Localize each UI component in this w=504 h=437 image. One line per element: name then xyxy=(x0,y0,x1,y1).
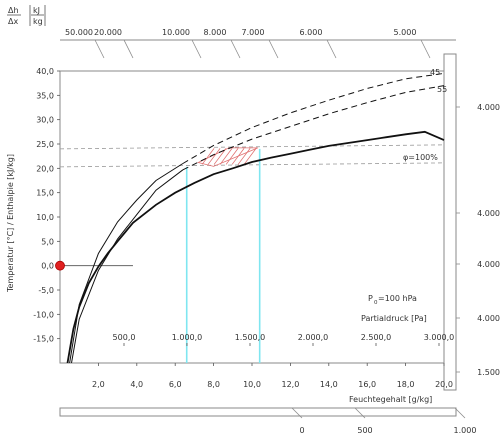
top-tick xyxy=(230,39,241,59)
phi-label: φ=100% xyxy=(403,153,438,162)
top-tick xyxy=(326,39,337,59)
y-tick-label: 25,0 xyxy=(36,140,54,149)
bottom-frame xyxy=(59,407,457,417)
y-tick-label: -15,0 xyxy=(33,335,54,344)
top-tick-label: 6.000 xyxy=(300,28,323,37)
top-axis-numerator: Δh xyxy=(8,6,19,15)
bottom-tick-label: 0 xyxy=(299,426,304,435)
x-tick-label: 16,0 xyxy=(358,380,376,389)
state-point-marker xyxy=(55,260,65,271)
top-tick xyxy=(191,39,202,59)
x-tick-label: 8,0 xyxy=(207,380,220,389)
top-axis-ticks: 50.000 20.000 10.000 8.000 7.000 6.000 5.000 xyxy=(65,28,431,59)
curve-lower xyxy=(69,163,184,364)
top-tick-label: 10.000 xyxy=(162,28,190,37)
curve-label-45: 45 xyxy=(430,68,440,77)
bottom-tick xyxy=(454,407,466,419)
right-frame xyxy=(443,53,457,391)
y-tick-label: -10,0 xyxy=(33,310,54,319)
y-tick-label: 40,0 xyxy=(36,67,54,76)
hatch-stroke xyxy=(237,148,251,165)
bottom-tick-label: 1.000 xyxy=(454,426,477,435)
pp-tick-label: 1.000,0 xyxy=(172,333,203,342)
y-tick-label: 5,0 xyxy=(41,237,54,246)
top-axis-unit-bottom: kg xyxy=(33,17,43,26)
x-axis-ticks: 2,0 4,0 6,0 8,0 10,0 12,0 14,0 16,0 18,0 20,0 xyxy=(92,363,453,389)
bottom-axis-ticks: 0 500 1.000 xyxy=(291,407,477,435)
hatch-stroke xyxy=(225,148,239,165)
y-tick-label: -5,0 xyxy=(38,286,54,295)
top-tick-label: 20.000 xyxy=(94,28,122,37)
partial-pressure-label: Partialdruck [Pa] xyxy=(361,314,427,323)
top-tick xyxy=(123,39,134,59)
pressure-subscript: 0 xyxy=(374,300,378,306)
pp-tick-label: 1.500,0 xyxy=(235,333,266,342)
y-tick-label: 0,0 xyxy=(41,262,54,271)
right-axis-ticks: 4.000 4.000 4.000 4.000 1.500 xyxy=(456,103,500,377)
right-tick-label: 4.000 xyxy=(477,260,500,269)
top-tick-label: 8.000 xyxy=(204,28,227,37)
right-tick-label: 4.000 xyxy=(477,314,500,323)
reference-lines xyxy=(59,144,445,363)
x-tick-label: 18,0 xyxy=(397,380,415,389)
x-tick-label: 12,0 xyxy=(281,380,299,389)
right-tick-label: 1.500 xyxy=(477,368,500,377)
pp-tick-label: 2.500,0 xyxy=(361,333,392,342)
pp-tick-label: 500,0 xyxy=(113,333,136,342)
top-axis-denominator: Δx xyxy=(8,17,18,26)
hatch-stroke xyxy=(231,148,245,165)
curve-45 xyxy=(182,72,445,164)
hatch-stroke xyxy=(207,148,221,165)
top-tick xyxy=(268,39,279,59)
y-tick-label: 10,0 xyxy=(36,213,54,222)
curve-lower xyxy=(71,169,184,364)
hatched-region xyxy=(197,147,258,167)
partial-pressure-ticks: 500,0 1.000,0 1.500,0 2.000,0 2.500,0 3.000,0 xyxy=(113,333,455,346)
top-axis-unit-top: kJ xyxy=(33,6,40,15)
top-tick xyxy=(94,39,105,59)
x-tick-label: 4,0 xyxy=(130,380,143,389)
top-tick-label: 50.000 xyxy=(65,28,93,37)
right-tick-label: 4.000 xyxy=(477,209,500,218)
y-axis-label: Temperatur [°C] / Enthalpie [kJ/kg] xyxy=(6,154,15,293)
top-tick-label: 5.000 xyxy=(394,28,417,37)
reference-line-horizontal xyxy=(59,162,445,168)
pp-tick-label: 3.000,0 xyxy=(424,333,455,342)
y-tick-label: 35,0 xyxy=(36,91,54,100)
curve-label-55: 55 xyxy=(437,85,447,94)
top-tick xyxy=(420,39,431,59)
hatch-stroke xyxy=(213,148,227,165)
x-tick-label: 6,0 xyxy=(169,380,182,389)
x-axis-label: Feuchtegehalt [g/kg] xyxy=(349,395,432,404)
curve-55 xyxy=(182,85,445,171)
curve-100 xyxy=(66,130,445,364)
x-tick-label: 20,0 xyxy=(435,380,453,389)
hatch-stroke xyxy=(201,148,215,165)
x-tick-label: 2,0 xyxy=(92,380,105,389)
y-tick-label: 30,0 xyxy=(36,116,54,125)
reference-line-horizontal xyxy=(59,144,445,150)
x-tick-label: 14,0 xyxy=(320,380,338,389)
bottom-tick xyxy=(354,407,366,419)
pressure-annotation: P 0 =100 hPa xyxy=(368,294,417,306)
curves xyxy=(66,72,445,364)
right-tick-label: 4.000 xyxy=(477,103,500,112)
y-axis-ticks: 40,0 35,0 30,0 25,0 20,0 15,0 10,0 5,0 0,0 -5,0 -1… xyxy=(33,67,60,344)
pressure-value: =100 hPa xyxy=(378,294,417,303)
top-tick-label: 7.000 xyxy=(242,28,265,37)
x-tick-label: 10,0 xyxy=(243,380,261,389)
pp-tick-label: 2.000,0 xyxy=(298,333,329,342)
y-tick-label: 20,0 xyxy=(36,164,54,173)
hatch-stroke xyxy=(243,148,257,165)
y-tick-label: 15,0 xyxy=(36,189,54,198)
hatch-stroke xyxy=(219,148,233,165)
hatched-outline xyxy=(197,147,258,167)
bottom-tick xyxy=(291,407,303,419)
top-axis-label: Δh Δx kJ kg xyxy=(7,5,46,26)
pressure-symbol: P xyxy=(368,294,373,303)
bottom-tick-label: 500 xyxy=(357,426,372,435)
state-point[interactable] xyxy=(55,260,65,271)
